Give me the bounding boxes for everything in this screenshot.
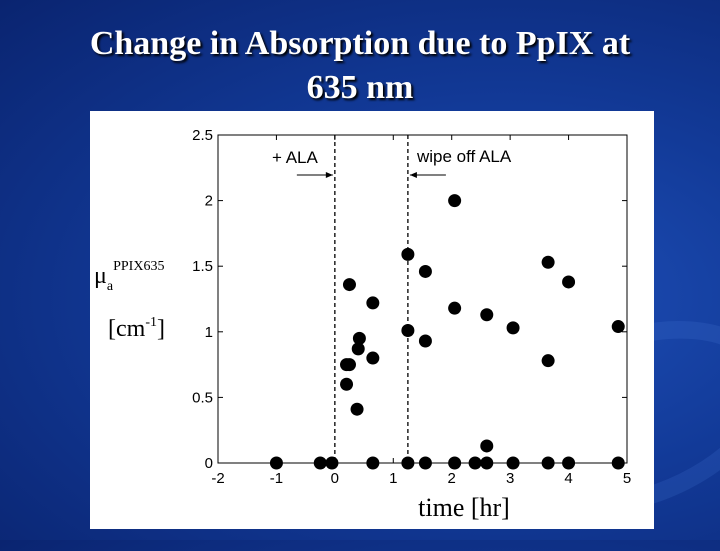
x-tick-label: 3 [506, 470, 514, 487]
data-point [448, 194, 462, 208]
data-point [342, 278, 356, 292]
y-tick-label: 0 [205, 455, 213, 472]
x-tick-label: 4 [564, 470, 572, 487]
x-tick-label: 5 [623, 470, 631, 487]
title-line-2: 635 nm [306, 69, 414, 106]
y-unit-exponent: -1 [145, 315, 157, 330]
data-point [611, 320, 625, 334]
y-tick-label: 2.5 [192, 127, 213, 144]
y-tick-label: 1.5 [192, 258, 213, 275]
data-point [541, 354, 555, 368]
data-point [401, 323, 415, 337]
y-tick-label: 0.5 [192, 389, 213, 406]
annotation-arrows [296, 172, 446, 178]
x-tick-label: -2 [211, 470, 224, 487]
data-point [480, 456, 494, 470]
data-point [562, 275, 576, 289]
data-point [562, 456, 576, 470]
data-point [366, 296, 380, 310]
axis-ticks: -2 -1 0 1 2 3 4 5 0 0.5 1 1.5 2 2.5 [192, 127, 631, 487]
data-point [541, 255, 555, 269]
data-point [269, 456, 283, 470]
data-point [480, 308, 494, 322]
data-point [401, 247, 415, 261]
y-label-symbol: μ [94, 263, 107, 289]
y-axis-label: μa PPIX635 [94, 259, 164, 294]
data-point [418, 456, 432, 470]
chart-panel: -2 -1 0 1 2 3 4 5 0 0.5 1 1.5 2 2.5 + ALA wipe off AL… [90, 111, 654, 529]
data-point [366, 351, 380, 365]
annotation-wipe-off-ala: wipe off ALA [416, 147, 512, 166]
y-tick-label: 2 [205, 193, 213, 210]
title-line-1: Change in Absorption due to PpIX at [89, 25, 631, 62]
data-point [352, 331, 366, 345]
x-tick-label: 0 [331, 470, 339, 487]
data-point [366, 456, 380, 470]
x-axis-label: time [hr] [418, 493, 510, 522]
y-label-superscript: PPIX635 [113, 259, 164, 274]
x-tick-label: 2 [448, 470, 456, 487]
data-point [506, 456, 520, 470]
x-tick-label: -1 [270, 470, 283, 487]
annotation-add-ala: + ALA [272, 148, 319, 167]
arrow-head [409, 172, 417, 178]
data-point [611, 456, 625, 470]
data-point [468, 456, 482, 470]
slide-title: Change in Absorption due to PpIX at 635 … [0, 22, 720, 110]
data-point [350, 402, 364, 416]
data-point [480, 439, 494, 453]
y-unit-open: [cm [108, 316, 146, 342]
data-point [340, 377, 354, 391]
arrow-head [325, 172, 333, 178]
data-point [418, 264, 432, 278]
x-tick-label: 1 [389, 470, 397, 487]
y-tick-label: 1 [205, 324, 213, 341]
data-points [269, 194, 625, 470]
data-point [401, 456, 415, 470]
event-lines [334, 135, 409, 463]
data-point [325, 456, 339, 470]
data-point [448, 301, 462, 315]
scatter-chart: -2 -1 0 1 2 3 4 5 0 0.5 1 1.5 2 2.5 + ALA wipe off AL… [94, 127, 631, 522]
y-unit-close: ] [157, 316, 165, 342]
plot-frame [217, 134, 628, 464]
data-point [418, 334, 432, 348]
y-axis-unit: [cm-1] [108, 315, 165, 342]
y-label-subscript: a [107, 279, 114, 294]
data-point [506, 321, 520, 335]
data-point [351, 342, 365, 356]
data-point [541, 456, 555, 470]
data-point [448, 456, 462, 470]
data-point [342, 358, 356, 372]
data-point [313, 456, 327, 470]
